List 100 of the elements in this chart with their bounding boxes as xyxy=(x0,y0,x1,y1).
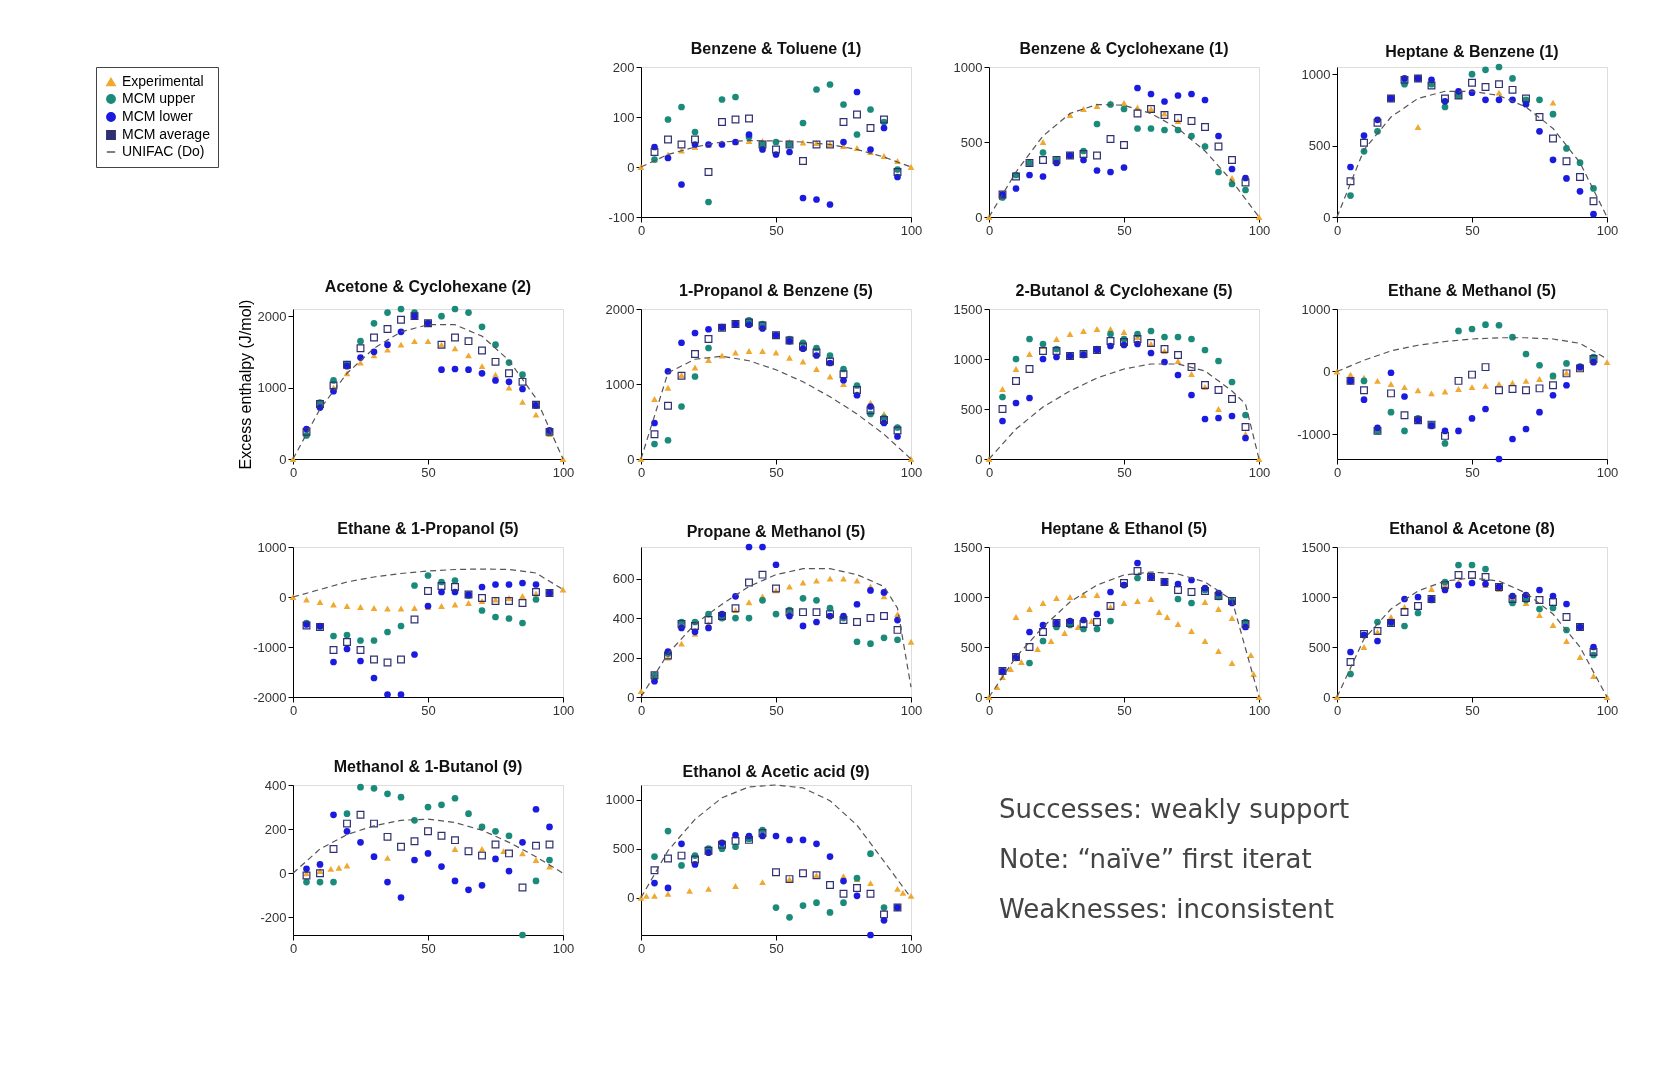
chart-title: Heptane & Ethanol (5) xyxy=(1040,520,1208,537)
x-tick-label: 0 xyxy=(289,464,298,480)
text: Note: “naïve” first iterat xyxy=(999,844,1312,874)
chart-title: 2-Butanol & Cyclohexane (5) xyxy=(1015,282,1233,299)
y-tick-label: 1000 xyxy=(605,376,635,392)
y-tick-label: 0 xyxy=(1323,364,1331,379)
x-tick-label: 50 xyxy=(1117,222,1132,238)
y-tick-label: 600 xyxy=(612,571,635,587)
x-tick-label: 100 xyxy=(900,464,923,480)
y-tick-label: 1000 xyxy=(953,351,983,367)
y-tick-label: 0 xyxy=(975,209,983,225)
y-tick-label: 400 xyxy=(264,777,287,793)
y-tick-label: 200 xyxy=(264,821,287,837)
chart-title: 1-Propanol & Benzene (5) xyxy=(679,282,873,299)
text: Weaknesses: inconsistent xyxy=(999,894,1334,924)
x-tick-label: 50 xyxy=(1465,222,1480,238)
x-tick-label: 0 xyxy=(289,940,298,956)
x-tick-label: 100 xyxy=(900,702,923,718)
y-tick-label: 1500 xyxy=(1301,539,1331,555)
text: Successes: weakly support xyxy=(999,794,1350,824)
x-tick-label: 0 xyxy=(1333,702,1342,718)
x-tick-label: 0 xyxy=(289,702,298,718)
x-tick-label: 50 xyxy=(1465,464,1480,480)
y-tick-label: 1000 xyxy=(257,380,287,396)
y-axis-title: Excess enthalpy (J/mol) xyxy=(236,299,254,470)
x-tick-label: 100 xyxy=(1248,222,1271,238)
x-tick-label: 50 xyxy=(1117,702,1132,718)
y-tick-label: 0 xyxy=(279,451,287,467)
chart-title: Ethane & Methanol (5) xyxy=(1387,282,1557,299)
y-tick-label: 500 xyxy=(960,134,983,150)
x-tick-label: 0 xyxy=(637,464,646,480)
x-tick-label: 100 xyxy=(900,940,923,956)
x-tick-label: 100 xyxy=(1596,702,1619,718)
x-tick-label: 0 xyxy=(985,222,994,238)
x-tick-label: 50 xyxy=(421,464,436,480)
x-tick-label: 100 xyxy=(1596,222,1619,238)
chart-title: Propane & Methanol (5) xyxy=(686,522,866,540)
x-tick-label: 100 xyxy=(1248,702,1271,718)
x-tick-label: 50 xyxy=(421,702,436,718)
y-tick-label: 1000 xyxy=(605,792,635,808)
y-tick-label: 500 xyxy=(960,401,983,417)
y-tick-label: 1000 xyxy=(953,589,983,605)
x-tick-label: 0 xyxy=(1333,222,1342,238)
y-tick-label: 0 xyxy=(279,865,287,881)
y-tick-label: 0 xyxy=(627,890,635,906)
y-tick-label: -1000 xyxy=(1297,426,1331,442)
legend-label: MCM lower xyxy=(122,108,194,124)
x-tick-label: 50 xyxy=(1465,702,1480,718)
chart-title: Ethanol & Acetic acid (9) xyxy=(682,763,870,781)
legend-label: Experimental xyxy=(122,73,204,89)
y-tick-label: 1000 xyxy=(257,539,287,555)
y-tick-label: 500 xyxy=(960,639,983,655)
y-tick-label: 1500 xyxy=(953,301,983,317)
x-tick-label: 50 xyxy=(769,464,784,480)
x-tick-label: 0 xyxy=(637,702,646,718)
y-tick-label: 200 xyxy=(612,59,635,75)
chart-title: Methanol & 1-Butanol (9) xyxy=(333,758,523,775)
x-tick-label: 100 xyxy=(552,940,575,956)
y-tick-label: 500 xyxy=(1308,138,1331,154)
y-tick-label: 0 xyxy=(975,689,983,705)
y-tick-label: 0 xyxy=(627,451,635,467)
y-tick-label: 1000 xyxy=(953,59,983,75)
y-tick-label: 0 xyxy=(627,689,635,705)
legend-label: MCM average xyxy=(122,126,211,142)
y-tick-label: 0 xyxy=(279,589,287,605)
y-tick-label: 1000 xyxy=(1301,66,1331,82)
legend-label: UNIFAC (Do) xyxy=(122,143,205,159)
y-tick-label: -1000 xyxy=(253,639,287,655)
x-tick-label: 0 xyxy=(637,222,646,238)
x-tick-label: 0 xyxy=(985,702,994,718)
x-tick-label: 100 xyxy=(1248,464,1271,480)
y-tick-label: 400 xyxy=(612,610,635,626)
x-tick-label: 50 xyxy=(421,940,436,956)
y-tick-label: 1500 xyxy=(953,539,983,555)
chart-title: Acetone & Cyclohexane (2) xyxy=(324,278,532,296)
y-tick-label: 500 xyxy=(612,841,635,857)
legend-label: MCM upper xyxy=(122,90,196,106)
y-tick-label: 500 xyxy=(1308,639,1331,655)
y-tick-label: 1000 xyxy=(1301,301,1331,317)
y-tick-label: -100 xyxy=(608,209,635,225)
chart-title: Benzene & Toluene (1) xyxy=(690,40,862,57)
y-tick-label: 0 xyxy=(975,451,983,467)
y-tick-label: 100 xyxy=(612,109,635,125)
y-tick-label: 0 xyxy=(627,159,635,175)
y-tick-label: 200 xyxy=(612,650,635,666)
x-tick-label: 100 xyxy=(552,464,575,480)
chart-title: Heptane & Benzene (1) xyxy=(1385,42,1559,60)
y-tick-label: 0 xyxy=(1323,689,1331,705)
x-tick-label: 100 xyxy=(900,222,923,238)
chart-title: Ethanol & Acetone (8) xyxy=(1389,520,1555,537)
y-tick-label: 1000 xyxy=(1301,589,1331,605)
x-tick-label: 100 xyxy=(1596,464,1619,480)
x-tick-label: 50 xyxy=(769,702,784,718)
chart-title: Ethane & 1-Propanol (5) xyxy=(337,520,519,537)
x-tick-label: 50 xyxy=(769,222,784,238)
x-tick-label: 100 xyxy=(552,702,575,718)
y-tick-label: -2000 xyxy=(253,689,287,705)
x-tick-label: 0 xyxy=(1333,464,1342,480)
y-tick-label: 0 xyxy=(1323,209,1331,225)
y-tick-label: 2000 xyxy=(605,301,635,317)
